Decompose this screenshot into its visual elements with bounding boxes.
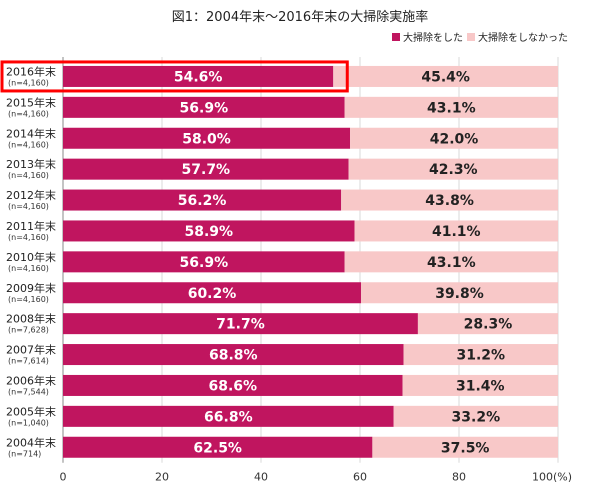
bar-did-clean bbox=[63, 96, 345, 118]
category-label: 2012年末 bbox=[6, 188, 56, 202]
value-label-did-not-clean: 31.2% bbox=[456, 348, 505, 364]
sample-size-label: (n=4,160) bbox=[8, 171, 49, 180]
highlight-box bbox=[0, 60, 349, 93]
value-label-did-not-clean: 45.4% bbox=[421, 69, 470, 85]
value-label-did-clean: 71.7% bbox=[216, 317, 265, 333]
bar-did-clean bbox=[63, 344, 404, 366]
bar-did-not-clean bbox=[344, 251, 558, 273]
bar-did-clean bbox=[63, 313, 418, 335]
value-label-did-clean: 58.9% bbox=[184, 224, 233, 240]
sample-size-label: (n=7,614) bbox=[8, 357, 49, 366]
legend-swatch-did-clean bbox=[392, 33, 400, 41]
category-label: 2010年末 bbox=[6, 250, 56, 264]
sample-size-label: (n=4,160) bbox=[8, 140, 49, 149]
legend-label-did-not-clean: 大掃除をしなかった bbox=[478, 31, 568, 44]
category-label: 2006年末 bbox=[6, 373, 56, 387]
x-tick-label: 0 bbox=[60, 471, 67, 484]
bar-did-clean bbox=[63, 436, 373, 458]
bar-did-not-clean bbox=[333, 65, 558, 87]
sample-size-label: (n=4,160) bbox=[8, 78, 49, 87]
legend-label-did-clean: 大掃除をした bbox=[403, 31, 463, 44]
value-label-did-not-clean: 42.0% bbox=[430, 131, 479, 147]
value-label-did-not-clean: 31.4% bbox=[456, 378, 505, 394]
bar-did-not-clean bbox=[393, 405, 558, 427]
value-label-did-not-clean: 43.1% bbox=[427, 255, 476, 271]
category-label: 2008年末 bbox=[6, 312, 56, 326]
bar-did-clean bbox=[63, 65, 334, 87]
value-label-did-not-clean: 43.1% bbox=[427, 100, 476, 116]
legend: 大掃除をした 大掃除をしなかった bbox=[392, 31, 568, 44]
value-label-did-clean: 56.9% bbox=[180, 100, 229, 116]
category-label: 2015年末 bbox=[6, 95, 56, 109]
x-tick-label: 40 bbox=[254, 471, 268, 484]
bar-did-not-clean bbox=[372, 436, 558, 458]
x-tick-label: 20 bbox=[155, 471, 169, 484]
category-label: 2005年末 bbox=[6, 404, 56, 418]
chart-title: 図1：2004年末～2016年末の大掃除実施率 bbox=[172, 9, 428, 25]
bar-did-not-clean bbox=[348, 158, 558, 180]
sample-size-label: (n=4,160) bbox=[8, 264, 49, 273]
sample-size-label: (n=7,544) bbox=[8, 387, 49, 396]
category-label: 2004年末 bbox=[6, 435, 56, 449]
category-label: 2011年末 bbox=[6, 219, 56, 233]
bar-did-clean bbox=[63, 189, 342, 211]
category-label: 2007年末 bbox=[6, 343, 56, 357]
value-label-did-clean: 56.2% bbox=[178, 193, 227, 209]
value-label-did-not-clean: 43.8% bbox=[425, 193, 474, 209]
sample-size-label: (n=4,160) bbox=[8, 202, 49, 211]
value-label-did-clean: 60.2% bbox=[188, 286, 237, 302]
category-label: 2009年末 bbox=[6, 281, 56, 295]
sample-size-label: (n=4,160) bbox=[8, 109, 49, 118]
value-label-did-not-clean: 42.3% bbox=[429, 162, 478, 178]
value-label-did-clean: 54.6% bbox=[174, 69, 223, 85]
sample-size-label: (n=7,628) bbox=[8, 326, 49, 335]
value-label-did-not-clean: 39.8% bbox=[435, 286, 484, 302]
x-tick-label: 80 bbox=[452, 471, 466, 484]
category-label: 2014年末 bbox=[6, 126, 56, 140]
bar-did-not-clean bbox=[417, 313, 558, 335]
sample-size-label: (n=4,160) bbox=[8, 295, 49, 304]
value-label-did-clean: 57.7% bbox=[182, 162, 231, 178]
bar-did-clean bbox=[63, 127, 351, 149]
value-label-did-not-clean: 28.3% bbox=[464, 317, 513, 333]
bar-did-clean bbox=[63, 251, 345, 273]
value-label-did-clean: 66.8% bbox=[204, 409, 253, 425]
category-label: 2016年末 bbox=[6, 64, 56, 78]
bar-did-clean bbox=[63, 405, 394, 427]
value-label-did-clean: 68.8% bbox=[209, 348, 258, 364]
bar-did-clean bbox=[63, 220, 355, 242]
bar-did-not-clean bbox=[341, 189, 558, 211]
sample-size-label: (n=714) bbox=[8, 449, 41, 458]
x-axis: 0 20 40 60 80 100(%) bbox=[60, 471, 573, 484]
bar-did-not-clean bbox=[344, 96, 558, 118]
value-label-did-clean: 58.0% bbox=[182, 131, 231, 147]
category-label: 2013年末 bbox=[6, 157, 56, 171]
value-label-did-clean: 56.9% bbox=[180, 255, 229, 271]
bar-did-clean bbox=[63, 282, 361, 304]
bar-did-not-clean bbox=[403, 344, 558, 366]
legend-swatch-did-not-clean bbox=[467, 33, 475, 41]
sample-size-label: (n=4,160) bbox=[8, 233, 49, 242]
bar-did-not-clean bbox=[354, 220, 558, 242]
bars: 54.6% 45.4% 56.9% 43.1% 58.0% 42.0% 57.7% 42.3%… bbox=[63, 65, 558, 458]
bar-did-not-clean bbox=[350, 127, 558, 149]
value-label-did-not-clean: 37.5% bbox=[441, 440, 490, 456]
sample-size-label: (n=1,040) bbox=[8, 418, 49, 427]
x-tick-label: 60 bbox=[353, 471, 367, 484]
value-label-did-not-clean: 41.1% bbox=[432, 224, 481, 240]
bar-did-not-clean bbox=[402, 374, 558, 396]
value-label-did-not-clean: 33.2% bbox=[452, 409, 501, 425]
value-label-did-clean: 62.5% bbox=[193, 440, 242, 456]
bar-did-clean bbox=[63, 158, 349, 180]
bar-did-clean bbox=[63, 374, 403, 396]
x-tick-label: 100(%) bbox=[532, 471, 572, 484]
value-label-did-clean: 68.6% bbox=[208, 378, 257, 394]
bar-did-not-clean bbox=[360, 282, 558, 304]
category-labels: 2016年末(n=4,160)2015年末(n=4,160)2014年末(n=4… bbox=[6, 64, 56, 458]
